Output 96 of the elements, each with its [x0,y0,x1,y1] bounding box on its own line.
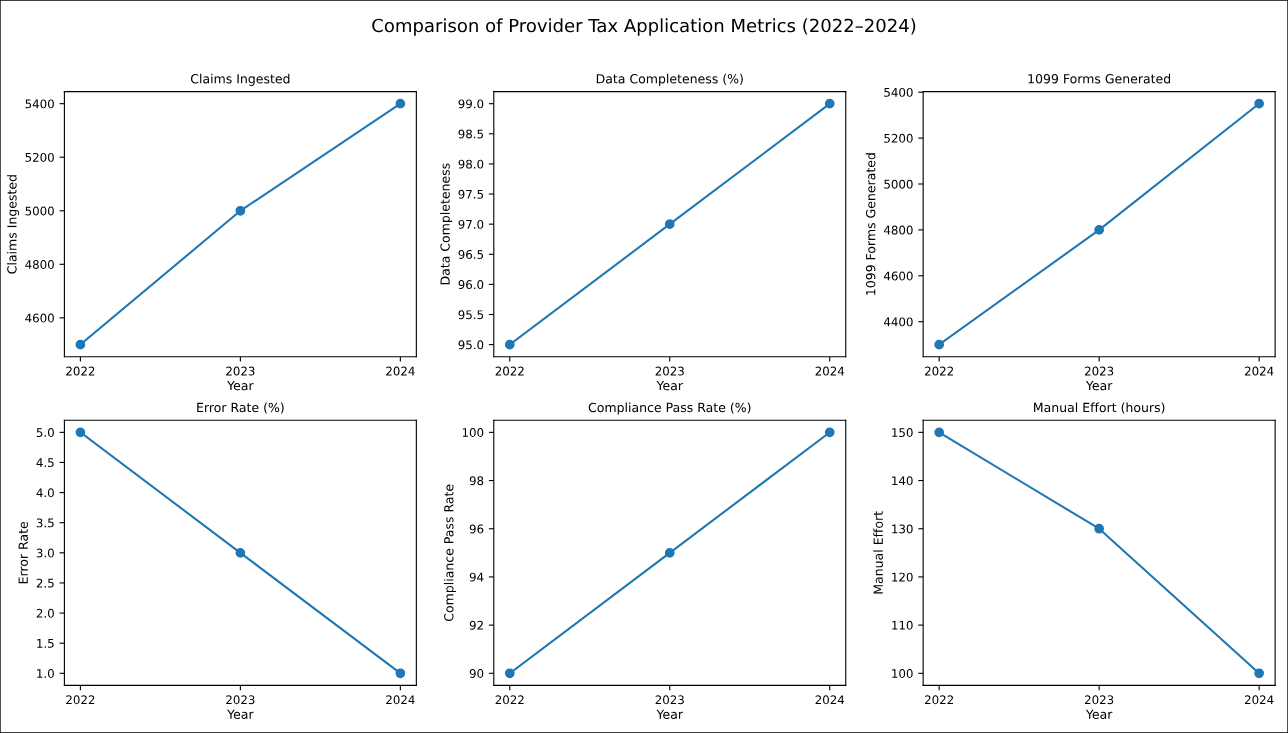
point [824,98,835,109]
x-axis-title: Year [1085,380,1113,391]
y-tick-label: 4800 [883,225,913,235]
y-tick-label: 3.0 [36,548,54,558]
point [664,547,675,558]
point [934,427,945,438]
y-axis-title: Error Rate [18,521,28,584]
x-tick-label: 2024 [815,695,845,705]
y-tick-label: 90 [469,669,484,678]
chart-title: 1099 Forms Generated [1028,73,1171,84]
y-tick-label: 4.0 [36,488,54,498]
point [934,339,945,350]
y-tick-label: 96.0 [458,280,484,290]
y-tick-label: 5400 [884,87,913,97]
point [824,427,835,438]
text: Comparison of Provider Tax Application Metrics (2022–2024) [372,18,916,36]
x-tick-label: 2022 [66,366,95,376]
chart-title: Data Completeness (%) [596,73,743,86]
y-tick-label: 5200 [884,133,913,143]
x-tick-label: 2022 [66,695,95,705]
x-tick-label: 2023 [655,366,684,376]
y-tick-label: 5000 [884,179,913,189]
point [504,668,515,679]
x-tick-label: 2024 [1244,366,1274,376]
y-tick-label: 94 [469,572,484,582]
x-tick-label: 2022 [925,695,953,705]
point [235,547,246,558]
y-axis-title: 1099 Forms Generated [865,153,876,295]
y-tick-label: 97.0 [458,219,484,229]
x-axis-title: Year [1085,709,1113,719]
chart-title: Compliance Pass Rate (%) [588,402,751,415]
point [395,98,406,109]
y-tick-label: 4600 [883,271,913,281]
point [1094,225,1105,235]
y-tick-label: 4600 [25,313,54,323]
y-axis-title: Claims Ingested [6,175,20,274]
point [75,339,86,350]
y-axis-title: Compliance Pass Rate [443,484,456,622]
y-tick-label: 1.0 [37,669,54,678]
y-tick-label: 140 [892,476,913,486]
point [1254,98,1264,109]
y-tick-label: 100 [462,428,484,437]
y-tick-label: 92 [469,620,483,630]
y-tick-label: 100 [892,669,913,678]
y-tick-label: 4.5 [36,458,54,468]
chart-title: Manual Effort (hours) [1034,402,1165,414]
y-tick-label: 97.5 [458,189,484,199]
y-axis-title: Data Completeness [440,163,453,285]
point [1254,668,1264,679]
y-tick-label: 1.5 [37,639,54,648]
y-tick-label: 2.5 [36,578,54,588]
y-tick-label: 96.5 [458,250,484,259]
x-axis-title: Year [227,709,254,719]
chart-title: Error Rate (%) [197,402,284,414]
x-tick-label: 2023 [655,695,684,705]
point [664,219,675,230]
y-axis-title: Manual Effort [873,511,883,594]
y-tick-label: 3.5 [36,518,54,528]
point [504,339,515,350]
point [75,427,86,438]
y-tick-label: 4400 [883,317,913,327]
y-tick-label: 5400 [25,99,54,109]
x-axis-title: Year [656,709,683,719]
chart-title: Claims Ingested [190,73,290,86]
x-tick-label: 2024 [386,695,415,705]
x-axis-title: Year [656,380,683,391]
y-tick-label: 96 [469,524,484,534]
x-tick-label: 2023 [1084,695,1114,705]
x-tick-label: 2022 [495,366,524,376]
y-tick-label: 98.5 [458,129,484,139]
y-tick-label: 98.0 [458,159,484,169]
y-tick-label: 110 [892,620,913,630]
x-tick-label: 2023 [1084,366,1114,376]
y-tick-label: 4800 [25,260,54,269]
point [1094,523,1105,534]
y-tick-label: 5.0 [36,428,54,437]
x-tick-label: 2023 [226,695,255,705]
x-tick-label: 2023 [226,366,255,376]
y-tick-label: 5000 [25,206,54,216]
point [395,668,406,679]
x-tick-label: 2024 [1244,695,1274,705]
y-tick-label: 99.0 [458,99,484,109]
y-tick-label: 95.5 [458,310,484,320]
y-tick-label: 98 [469,476,484,486]
x-tick-label: 2024 [815,366,845,376]
y-tick-label: 95.0 [458,340,484,350]
y-tick-label: 120 [892,572,913,582]
y-tick-label: 5200 [25,152,54,162]
y-tick-label: 150 [892,428,913,437]
x-tick-label: 2022 [495,695,524,705]
x-axis-title: Year [227,380,254,391]
x-tick-label: 2024 [386,366,415,376]
point [235,205,246,216]
y-tick-label: 130 [892,524,913,534]
x-tick-label: 2022 [925,366,953,376]
y-tick-label: 2.0 [36,608,54,618]
